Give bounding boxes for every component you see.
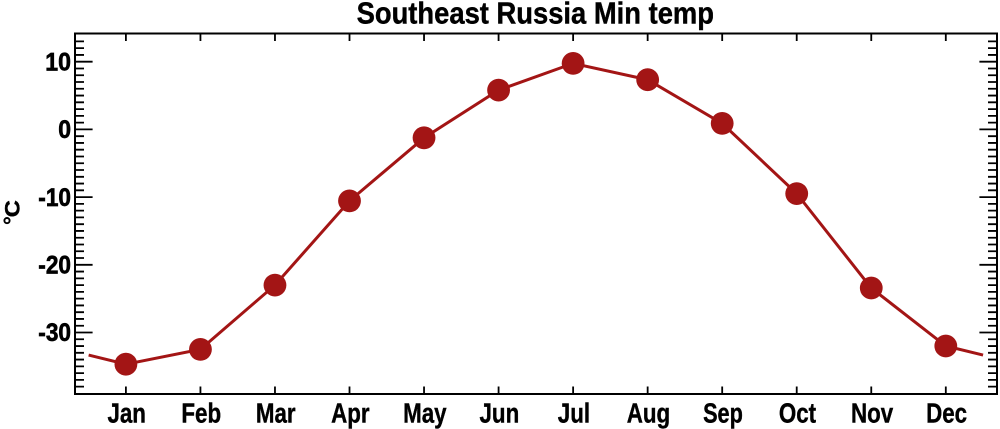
svg-text:Feb: Feb [181,398,221,429]
svg-text:Jan: Jan [107,398,146,429]
svg-text:May: May [403,398,447,429]
svg-text:Oct: Oct [779,398,816,429]
svg-text:Nov: Nov [851,398,894,429]
svg-text:Dec: Dec [926,398,967,429]
svg-text:Sep: Sep [703,398,743,429]
svg-text:0: 0 [58,116,71,144]
svg-text:Jun: Jun [480,398,520,429]
svg-text:10: 10 [45,48,71,76]
svg-text:-20: -20 [38,252,71,280]
svg-text:-30: -30 [38,319,71,347]
svg-text:Aug: Aug [627,398,670,429]
svg-text:Southeast Russia Min temp: Southeast Russia Min temp [357,0,714,31]
svg-text:Apr: Apr [331,398,370,429]
svg-text:Mar: Mar [256,398,296,429]
svg-text:C: C [2,200,25,217]
svg-text:-10: -10 [38,184,71,212]
svg-text:Jul: Jul [558,398,590,429]
